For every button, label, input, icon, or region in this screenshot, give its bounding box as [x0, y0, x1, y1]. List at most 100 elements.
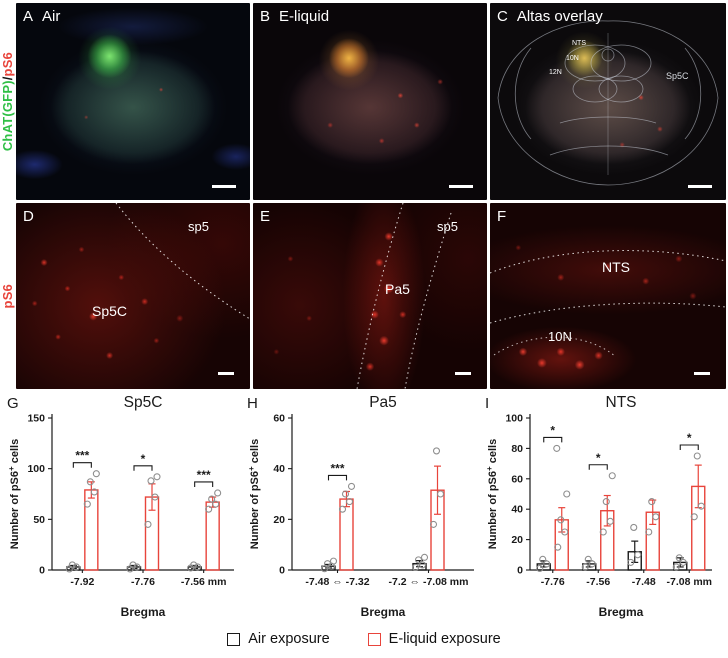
- significance-bracket: [588, 464, 608, 470]
- y-axis-title: Number of pS6+ cells: [485, 439, 499, 549]
- data-point: [90, 488, 98, 496]
- bar: [84, 489, 99, 571]
- data-point: [129, 561, 137, 569]
- panel-c-header: C Altas overlay: [497, 8, 603, 25]
- y-tick-label: 80: [511, 443, 523, 455]
- data-point: [563, 490, 571, 498]
- chart-title: Pa5: [369, 394, 397, 411]
- stain-label-separator: /: [0, 76, 15, 81]
- atlas-label-sp5c: Sp5C: [666, 71, 689, 81]
- y-tick-label: 60: [273, 413, 285, 425]
- scale-bar: [455, 372, 471, 375]
- panel-b-title: E-liquid: [279, 8, 330, 25]
- significance-bracket: [72, 462, 92, 468]
- panel-b-letter: B: [260, 8, 271, 25]
- data-point: [602, 498, 610, 506]
- x-tick-label: -7.48 ⇔ -7.32: [305, 576, 369, 588]
- data-point: [561, 528, 569, 536]
- row-label-top: ChAT(GFP)/pS6: [0, 3, 15, 200]
- scale-bar: [688, 185, 712, 188]
- chart-title: NTS: [606, 394, 637, 411]
- data-point: [320, 565, 329, 573]
- scale-bar: [449, 185, 473, 188]
- data-point: [608, 472, 616, 480]
- chart-panel-letter: G: [7, 395, 19, 412]
- figure-legend: Air exposure E-liquid exposure: [0, 631, 728, 647]
- significance-bracket: [679, 444, 699, 450]
- data-point: [627, 558, 635, 566]
- y-tick-label: 150: [27, 413, 45, 425]
- panel-a-micrograph: A Air: [16, 3, 250, 200]
- data-point: [630, 523, 638, 531]
- significance-stars: *: [141, 452, 146, 466]
- region-label-pa5: Pa5: [385, 281, 410, 297]
- data-point: [214, 489, 222, 497]
- data-point: [86, 478, 94, 486]
- ps6-label-top: pS6: [0, 51, 15, 77]
- data-point: [147, 477, 155, 485]
- data-point: [144, 520, 152, 528]
- data-point: [588, 560, 596, 568]
- stain-label-top: ChAT(GFP)/pS6: [0, 52, 15, 151]
- data-point: [432, 447, 441, 455]
- region-boundary-drawing: [115, 203, 250, 320]
- data-point: [697, 502, 705, 510]
- y-tick-label: 100: [27, 463, 45, 475]
- y-tick-label: 20: [273, 514, 285, 526]
- chart-H: H Pa5 0 20 40 60 Number of pS6+ cells Bregma -7.…: [247, 394, 474, 619]
- data-point: [205, 505, 213, 513]
- data-point: [557, 516, 565, 524]
- panel-d-letter: D: [23, 208, 34, 225]
- x-tick-label: -7.76: [131, 576, 155, 588]
- data-point: [553, 444, 561, 452]
- x-axis-title: Bregma: [599, 605, 644, 619]
- charts-row: G Sp5C 0 50 100 150 Number of pS6+ cells Bregma…: [0, 392, 728, 628]
- y-axis-title: Number of pS6+ cells: [247, 439, 261, 549]
- panel-a-title: Air: [42, 8, 61, 25]
- y-tick-label: 0: [279, 565, 285, 577]
- chart-panel-i: I NTS 0 20 40 60 80 100 Number of pS6+ cells Breg…: [484, 392, 718, 628]
- y-tick-label: 20: [511, 534, 523, 546]
- x-tick-label: -7.08 mm: [666, 576, 712, 588]
- data-point: [72, 563, 80, 571]
- chart-title: Sp5C: [124, 394, 163, 411]
- panel-e-micrograph: E sp5 Pa5: [253, 203, 487, 389]
- panel-c-letter: C: [497, 8, 508, 25]
- significance-bracket: [194, 481, 214, 487]
- legend-label-air: Air exposure: [248, 631, 330, 647]
- data-point: [536, 564, 544, 573]
- x-axis-title: Bregma: [121, 605, 166, 619]
- region-boundary-drawing: [490, 250, 726, 358]
- bar: [339, 498, 354, 571]
- data-point: [329, 557, 338, 565]
- chart-panel-letter: I: [485, 395, 489, 412]
- data-point: [190, 561, 198, 569]
- data-point: [208, 495, 216, 503]
- atlas-overlay-drawing: [497, 20, 719, 186]
- region-label-10n: 10N: [548, 329, 572, 344]
- data-point: [418, 561, 427, 569]
- data-point: [411, 563, 420, 572]
- legend-swatch-eliquid: [367, 632, 381, 646]
- panel-c-micrograph: C Altas overlay NTS 10N 12N Sp5C: [490, 3, 726, 200]
- data-point: [420, 553, 429, 561]
- y-tick-label: 100: [505, 413, 523, 425]
- chart-G: G Sp5C 0 50 100 150 Number of pS6+ cells Bregma…: [7, 394, 234, 619]
- legend-swatch-air: [227, 632, 241, 646]
- data-point: [634, 551, 642, 559]
- row-label-mid: pS6: [0, 203, 15, 389]
- significance-bracket: [133, 465, 153, 471]
- panel-b-micrograph: B E-liquid: [253, 3, 487, 200]
- atlas-label-12n: 12N: [549, 69, 562, 76]
- data-point: [584, 555, 592, 563]
- significance-stars: *: [596, 451, 601, 465]
- scale-bar: [694, 372, 710, 375]
- panel-a-header: A Air: [23, 8, 60, 25]
- y-tick-label: 40: [511, 504, 523, 516]
- panel-f-micrograph: F NTS 10N: [490, 203, 726, 389]
- significance-bracket: [327, 474, 348, 481]
- data-point: [581, 563, 589, 571]
- data-point: [345, 498, 354, 506]
- y-tick-label: 60: [511, 473, 523, 485]
